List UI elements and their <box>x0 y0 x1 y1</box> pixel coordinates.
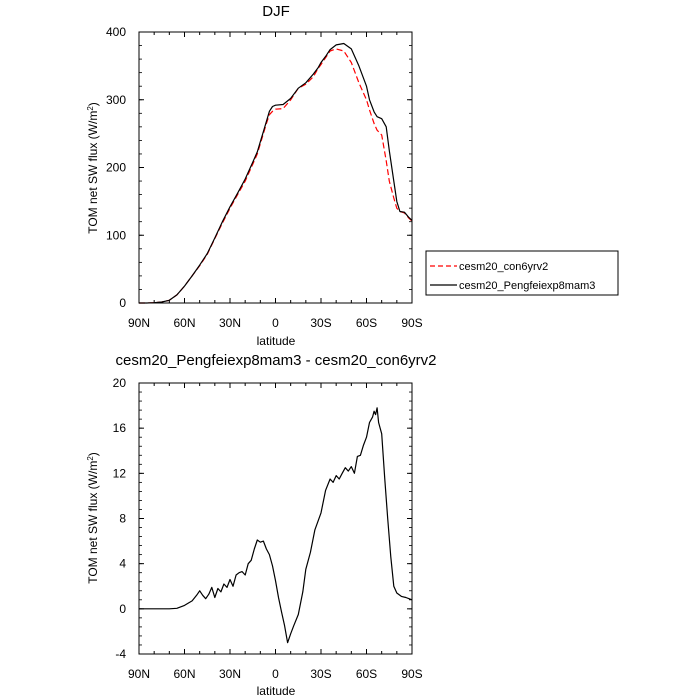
chart-top-xtick-label: 60S <box>356 316 377 330</box>
chart-bottom-xlabel: latitude <box>257 684 296 698</box>
chart-bottom: cesm20_Pengfeiexp8mam3 - cesm20_con6yrv2… <box>86 352 437 698</box>
chart-top-series-line-1 <box>139 42 413 304</box>
chart-bottom-xtick-label: 0 <box>272 667 279 681</box>
chart-bottom-ytick-label: 8 <box>119 512 126 526</box>
chart-top-xtick-label: 90N <box>128 316 150 330</box>
legend-label-pengfeiexp8mam3: cesm20_Pengfeiexp8mam3 <box>459 280 595 292</box>
chart-bottom-series-line-0 <box>139 407 413 644</box>
legend-label-con6yrv2: cesm20_con6yrv2 <box>459 261 548 273</box>
chart-top-frame <box>138 31 413 304</box>
chart-top-ytick-label: 200 <box>106 161 126 175</box>
chart-top-ytick-label: 400 <box>106 25 126 39</box>
legend-box <box>425 250 619 296</box>
chart-bottom-xtick-label: 30S <box>310 667 331 681</box>
chart-top-ytick-label: 100 <box>106 228 126 242</box>
chart-top-xtick-label: 30N <box>219 316 241 330</box>
chart-top-ytick-label: 300 <box>106 93 126 107</box>
chart-top-series-line-0 <box>139 48 413 304</box>
chart-bottom-ytick-label: 4 <box>119 557 126 571</box>
chart-top-xtick-label: 60N <box>173 316 195 330</box>
chart-top-xtick-label: 90S <box>401 316 422 330</box>
chart-top-xlabel: latitude <box>257 334 296 348</box>
chart-bottom-ytick-label: -4 <box>115 647 126 661</box>
chart-bottom-ytick-label: 16 <box>113 421 127 435</box>
chart-bottom-xtick-label: 90S <box>401 667 422 681</box>
chart-bottom-ticks: 90N 60N 30N 0 30S 60S 90S -4 0 4 8 12 16 20 <box>113 376 423 681</box>
chart-bottom-ytick-label: 20 <box>113 376 127 390</box>
chart-bottom-title: cesm20_Pengfeiexp8mam3 - cesm20_con6yrv2 <box>116 352 437 369</box>
chart-bottom-frame <box>138 382 413 655</box>
chart-bottom-ytick-label: 0 <box>119 602 126 616</box>
chart-bottom-xtick-label: 30N <box>219 667 241 681</box>
chart-top-xtick-label: 30S <box>310 316 331 330</box>
chart-top-title: DJF <box>262 3 290 20</box>
chart-top-ytick-label: 0 <box>119 296 126 310</box>
chart-bottom-xtick-label: 60S <box>356 667 377 681</box>
chart-bottom-xtick-label: 60N <box>173 667 195 681</box>
chart-bottom-ytick-label: 12 <box>113 466 127 480</box>
chart-top-marks <box>139 42 413 304</box>
chart-top: DJF TOM net SW flux (W/m2) latitude 90N 6… <box>86 3 619 348</box>
chart-top-ticks: 90N 60N 30N 0 30S 60S 90S 0 100 200 300 400 <box>106 25 423 330</box>
chart-top-legend: cesm20_con6yrv2 cesm20_Pengfeiexp8mam3 <box>425 250 619 296</box>
chart-top-ylabel: TOM net SW flux (W/m2) <box>86 102 100 234</box>
chart-bottom-xtick-label: 90N <box>128 667 150 681</box>
chart-top-xtick-label: 0 <box>272 316 279 330</box>
chart-bottom-ylabel: TOM net SW flux (W/m2) <box>86 452 100 584</box>
chart-bottom-marks <box>139 407 413 644</box>
